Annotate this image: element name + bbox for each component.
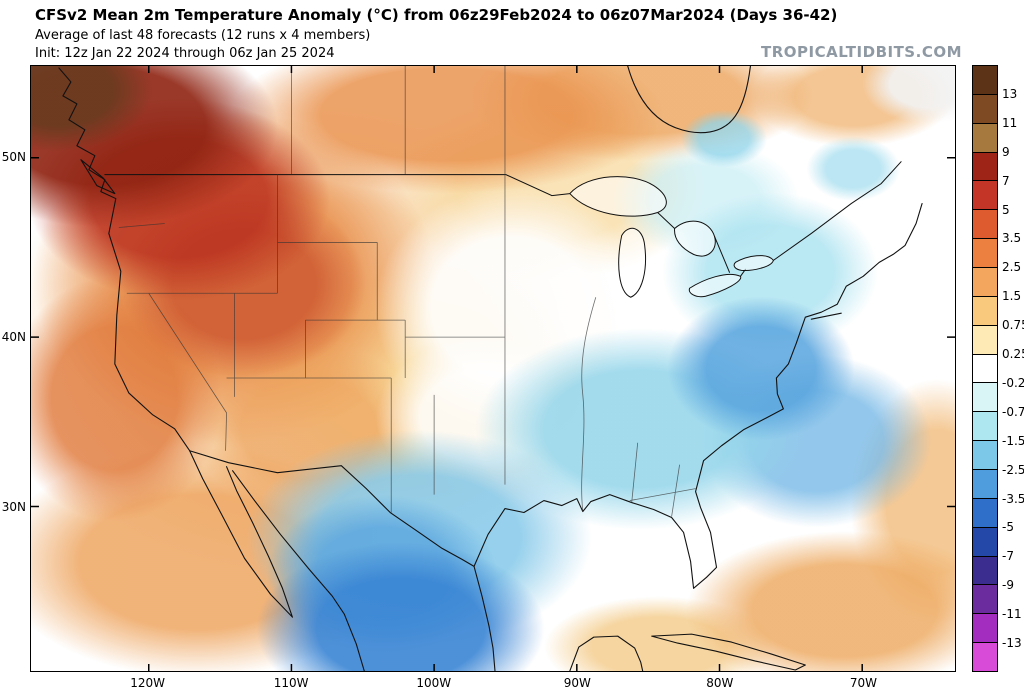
colorbar-label: 13 (1002, 86, 1018, 101)
colorbar-label: 0.25 (1002, 347, 1024, 362)
colorbar-segment (973, 412, 997, 442)
lon-tick-label: 120W (130, 676, 165, 690)
hudson-bay-outline (627, 66, 751, 134)
colorbar-label: -3.5 (1002, 491, 1024, 506)
colorbar-segment (973, 354, 997, 384)
colorbar-labels: 13 11 9 7 5 3.5 2.5 1.5 0.75 0.25 -0.25 -0.75 -1.5 -2… (1002, 65, 1024, 672)
lon-tick-label: 90W (563, 676, 591, 690)
init-line: Init: 12z Jan 22 2024 through 06z Jan 25… (35, 46, 335, 61)
colorbar-label: 2.5 (1002, 260, 1022, 275)
colorbar-label: -2.5 (1002, 462, 1024, 477)
colorbar-segment (973, 152, 997, 182)
colorbar-segment (973, 94, 997, 124)
lat-tick-label: 40N (1, 329, 26, 344)
colorbar-segment (973, 181, 997, 211)
colorbar-label: 3.5 (1002, 231, 1022, 246)
lake-erie (688, 273, 742, 298)
gulf-atlantic-coastline (473, 202, 923, 589)
colorbar-segment (973, 210, 997, 240)
colorbar-segment (973, 383, 997, 413)
pacific-coastline (58, 67, 293, 618)
colorbar-label: -9 (1002, 578, 1014, 593)
axis-ticks (31, 66, 955, 671)
colorbar-segment (973, 527, 997, 557)
colorbar-segment (973, 585, 997, 615)
cuba-outline (651, 633, 806, 671)
watermark: TROPICALTIDBITS.COM (761, 43, 962, 61)
lake-huron (674, 220, 716, 257)
colorbar-segments (972, 65, 998, 672)
map-title: CFSv2 Mean 2m Temperature Anomaly (°C) f… (35, 6, 838, 24)
lat-tick-label: 50N (1, 150, 26, 165)
map-plot (30, 65, 956, 672)
colorbar-label: 7 (1002, 173, 1010, 188)
anomaly-field (31, 66, 955, 671)
colorbar-segment (973, 498, 997, 528)
colorbar-label: 5 (1002, 202, 1010, 217)
lon-tick-label: 100W (416, 676, 452, 690)
mississippi-river (581, 297, 597, 512)
yucatan-outline (569, 635, 644, 671)
colorbar-label: -13 (1002, 636, 1022, 651)
colorbar-label: 0.75 (1002, 318, 1024, 333)
colorbar-segment (973, 643, 997, 672)
mexico-west-coastline (232, 470, 365, 671)
colorbar-segment (973, 296, 997, 326)
colorbar-segment (973, 268, 997, 297)
colorbar-label: -1.5 (1002, 433, 1024, 448)
lake-superior (569, 176, 667, 217)
longitude-axis: 120W 110W 100W 90W 80W 70W (30, 676, 956, 694)
colorbar-segment (973, 325, 997, 355)
colorbar-segment (973, 556, 997, 586)
mexico-gulf-coastline (473, 565, 496, 671)
us-mexico-border (189, 450, 475, 567)
colorbar-label: 11 (1002, 115, 1018, 130)
colorbar-label: -0.75 (1002, 404, 1024, 419)
colorbar-label: 9 (1002, 144, 1010, 159)
state-borders (118, 66, 696, 517)
colorbar-label: 1.5 (1002, 289, 1022, 304)
colorbar-segment (973, 239, 997, 269)
colorbar-segment (973, 470, 997, 499)
lake-ontario (733, 255, 774, 271)
colorbar-label: -11 (1002, 607, 1022, 622)
lon-tick-label: 80W (706, 676, 734, 690)
colorbar-segment (973, 66, 997, 95)
lake-michigan (618, 227, 646, 298)
colorbar-label: -7 (1002, 549, 1014, 564)
long-island (810, 312, 842, 320)
latitude-axis: 50N 40N 30N (0, 65, 28, 672)
lat-tick-label: 30N (1, 499, 26, 514)
vancouver-island (80, 159, 116, 195)
colorbar-segment (973, 441, 997, 471)
lon-tick-label: 70W (849, 676, 877, 690)
us-canada-border (104, 161, 902, 277)
map-subtitle: Average of last 48 forecasts (12 runs x … (35, 28, 371, 43)
colorbar-segment (973, 123, 997, 153)
colorbar-label: -5 (1002, 520, 1014, 535)
colorbar-label: -0.25 (1002, 375, 1024, 390)
lon-tick-label: 110W (273, 676, 309, 690)
geography-overlay (31, 66, 955, 671)
colorbar-segment (973, 614, 997, 644)
